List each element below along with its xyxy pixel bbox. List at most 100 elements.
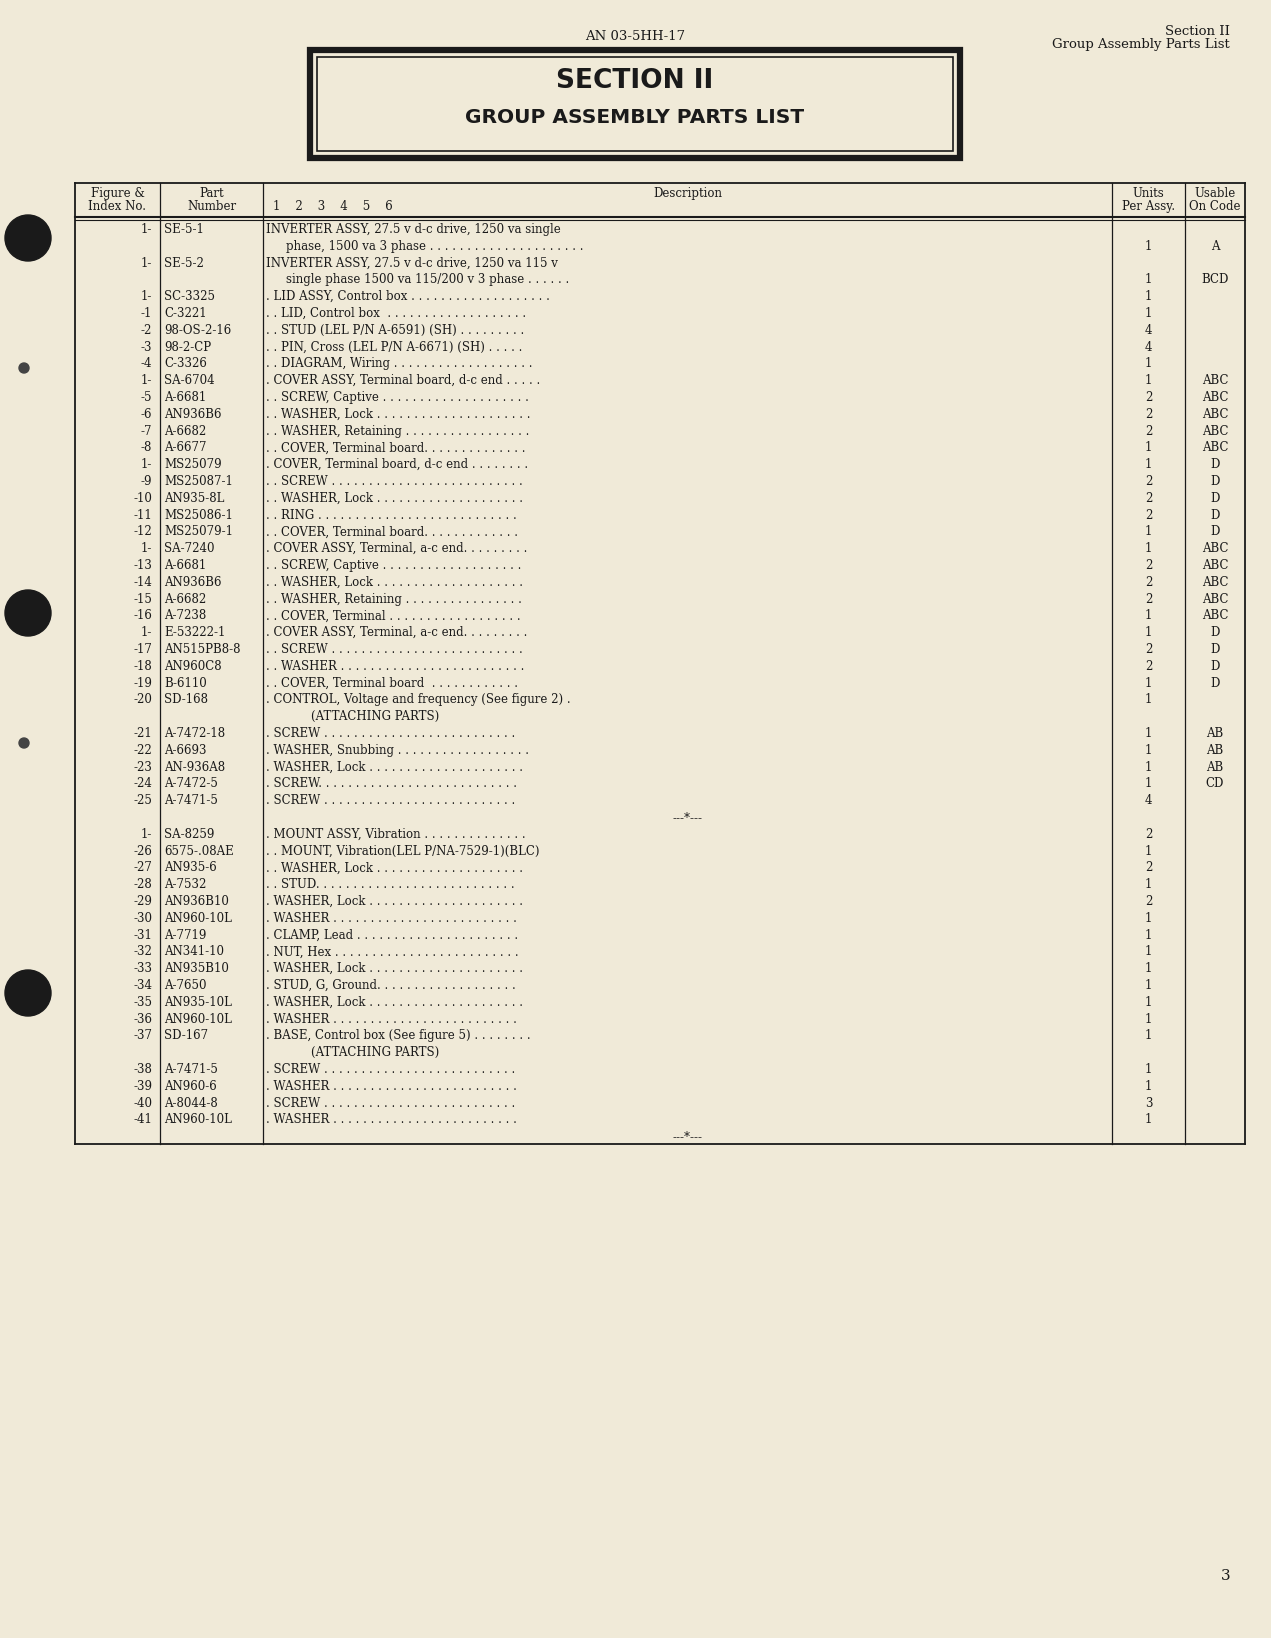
Text: ABC: ABC: [1202, 391, 1228, 405]
Text: 1: 1: [1145, 306, 1153, 319]
Text: ABC: ABC: [1202, 559, 1228, 572]
Text: 98-2-CP: 98-2-CP: [164, 341, 211, 354]
Text: . COVER ASSY, Terminal board, d-c end . . . . .: . COVER ASSY, Terminal board, d-c end . …: [266, 373, 540, 387]
Text: MS25087-1: MS25087-1: [164, 475, 233, 488]
Text: phase, 1500 va 3 phase . . . . . . . . . . . . . . . . . . . . .: phase, 1500 va 3 phase . . . . . . . . .…: [286, 239, 583, 252]
Text: 1-: 1-: [141, 626, 153, 639]
Text: . . STUD (LEL P/N A-6591) (SH) . . . . . . . . .: . . STUD (LEL P/N A-6591) (SH) . . . . .…: [266, 324, 524, 337]
Text: 2: 2: [1145, 509, 1153, 521]
Text: -40: -40: [133, 1096, 153, 1109]
Text: 1: 1: [1145, 1114, 1153, 1127]
Text: 1: 1: [1145, 1029, 1153, 1042]
Bar: [310, 51, 960, 157]
Text: 1-: 1-: [141, 257, 153, 270]
Text: D: D: [1210, 491, 1220, 505]
Text: A-6682: A-6682: [164, 424, 206, 437]
Text: Number: Number: [187, 200, 236, 213]
Text: -5: -5: [141, 391, 153, 405]
Text: . WASHER, Lock . . . . . . . . . . . . . . . . . . . . .: . WASHER, Lock . . . . . . . . . . . . .…: [266, 760, 522, 773]
Text: 1: 1: [1145, 1012, 1153, 1025]
Text: AB: AB: [1206, 744, 1224, 757]
Text: AN515PB8-8: AN515PB8-8: [164, 644, 240, 655]
Text: -19: -19: [133, 676, 153, 690]
Text: 1: 1: [1145, 626, 1153, 639]
Text: 4: 4: [1145, 324, 1153, 337]
Text: AN960-10L: AN960-10L: [164, 912, 231, 925]
Text: -15: -15: [133, 593, 153, 606]
Text: ---*---: ---*---: [672, 811, 703, 824]
Text: . SCREW . . . . . . . . . . . . . . . . . . . . . . . . . .: . SCREW . . . . . . . . . . . . . . . . …: [266, 1096, 515, 1109]
Text: 1: 1: [1145, 878, 1153, 891]
Text: 1: 1: [1145, 290, 1153, 303]
Text: . . SCREW . . . . . . . . . . . . . . . . . . . . . . . . . .: . . SCREW . . . . . . . . . . . . . . . …: [266, 475, 522, 488]
Text: 1: 1: [1145, 1079, 1153, 1093]
Text: . . WASHER, Lock . . . . . . . . . . . . . . . . . . . .: . . WASHER, Lock . . . . . . . . . . . .…: [266, 491, 522, 505]
Text: Per Assy.: Per Assy.: [1122, 200, 1176, 213]
Text: (ATTACHING PARTS): (ATTACHING PARTS): [266, 1047, 440, 1060]
Text: INVERTER ASSY, 27.5 v d-c drive, 1250 va 115 v: INVERTER ASSY, 27.5 v d-c drive, 1250 va…: [266, 257, 558, 270]
Text: 1: 1: [1145, 542, 1153, 555]
Text: A-7471-5: A-7471-5: [164, 1063, 217, 1076]
Text: A-7471-5: A-7471-5: [164, 794, 217, 808]
Text: Usable: Usable: [1195, 187, 1235, 200]
Text: ---*---: ---*---: [672, 1130, 703, 1143]
Text: -11: -11: [133, 509, 153, 521]
Text: -4: -4: [141, 357, 153, 370]
Text: -29: -29: [133, 894, 153, 907]
Text: 2: 2: [1145, 660, 1153, 673]
Text: 1-: 1-: [141, 223, 153, 236]
Text: SD-167: SD-167: [164, 1029, 208, 1042]
Text: 1: 1: [1145, 609, 1153, 622]
Text: Figure &: Figure &: [90, 187, 145, 200]
Text: A-7238: A-7238: [164, 609, 206, 622]
Text: D: D: [1210, 509, 1220, 521]
Text: 1-: 1-: [141, 459, 153, 472]
Text: single phase 1500 va 115/200 v 3 phase . . . . . .: single phase 1500 va 115/200 v 3 phase .…: [286, 274, 569, 287]
Text: 2: 2: [1145, 408, 1153, 421]
Text: BCD: BCD: [1201, 274, 1229, 287]
Text: -22: -22: [133, 744, 153, 757]
Text: AN936B6: AN936B6: [164, 408, 221, 421]
Text: 1: 1: [1145, 459, 1153, 472]
Text: -25: -25: [133, 794, 153, 808]
Text: . WASHER, Snubbing . . . . . . . . . . . . . . . . . .: . WASHER, Snubbing . . . . . . . . . . .…: [266, 744, 529, 757]
Text: -41: -41: [133, 1114, 153, 1127]
Text: -28: -28: [133, 878, 153, 891]
Text: MS25086-1: MS25086-1: [164, 509, 233, 521]
Text: ABC: ABC: [1202, 542, 1228, 555]
Text: . COVER ASSY, Terminal, a-c end. . . . . . . . .: . COVER ASSY, Terminal, a-c end. . . . .…: [266, 626, 527, 639]
Text: . COVER ASSY, Terminal, a-c end. . . . . . . . .: . COVER ASSY, Terminal, a-c end. . . . .…: [266, 542, 527, 555]
Text: A-6681: A-6681: [164, 559, 206, 572]
Text: AN960-10L: AN960-10L: [164, 1012, 231, 1025]
Text: 1: 1: [1145, 274, 1153, 287]
Text: . WASHER, Lock . . . . . . . . . . . . . . . . . . . . .: . WASHER, Lock . . . . . . . . . . . . .…: [266, 894, 522, 907]
Text: 2: 2: [1145, 827, 1153, 840]
Text: 1: 1: [1145, 845, 1153, 858]
Text: AN 03-5HH-17: AN 03-5HH-17: [585, 29, 685, 43]
Text: . WASHER . . . . . . . . . . . . . . . . . . . . . . . . .: . WASHER . . . . . . . . . . . . . . . .…: [266, 912, 517, 925]
Text: -18: -18: [133, 660, 153, 673]
Text: ABC: ABC: [1202, 408, 1228, 421]
Text: D: D: [1210, 660, 1220, 673]
Text: 1: 1: [1145, 760, 1153, 773]
Text: Description: Description: [653, 187, 722, 200]
Text: -13: -13: [133, 559, 153, 572]
Text: A-6693: A-6693: [164, 744, 206, 757]
Text: AN960-6: AN960-6: [164, 1079, 217, 1093]
Text: MS25079-1: MS25079-1: [164, 526, 233, 539]
Text: -37: -37: [133, 1029, 153, 1042]
Text: AB: AB: [1206, 760, 1224, 773]
Text: 1: 1: [1145, 778, 1153, 791]
Text: -6: -6: [141, 408, 153, 421]
Text: A-6682: A-6682: [164, 593, 206, 606]
Text: 1    2    3    4    5    6: 1 2 3 4 5 6: [273, 200, 393, 213]
Text: Units: Units: [1132, 187, 1164, 200]
Text: . SCREW. . . . . . . . . . . . . . . . . . . . . . . . . . .: . SCREW. . . . . . . . . . . . . . . . .…: [266, 778, 517, 791]
Text: SECTION II: SECTION II: [557, 69, 713, 93]
Text: B-6110: B-6110: [164, 676, 207, 690]
Text: 2: 2: [1145, 475, 1153, 488]
Text: ABC: ABC: [1202, 424, 1228, 437]
Text: . BASE, Control box (See figure 5) . . . . . . . .: . BASE, Control box (See figure 5) . . .…: [266, 1029, 530, 1042]
Text: 98-OS-2-16: 98-OS-2-16: [164, 324, 231, 337]
Text: C-3326: C-3326: [164, 357, 207, 370]
